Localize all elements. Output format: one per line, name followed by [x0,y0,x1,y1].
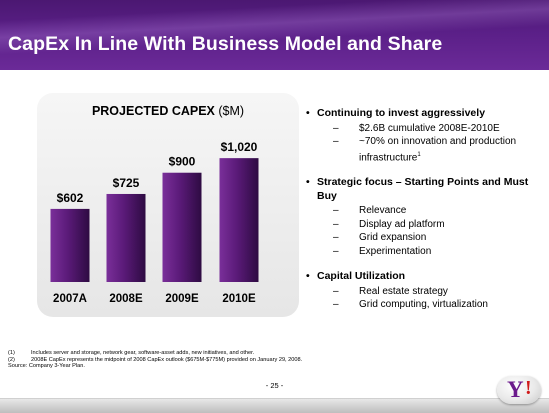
chart-title-unit: ($M) [218,104,245,118]
dash-glyph: – [333,299,339,311]
dash-glyph: – [333,218,339,230]
sub-item: – Display ad platform [317,218,542,232]
dash-glyph: – [333,205,339,217]
sub-item-text: ~70% on innovation and production infras… [359,136,517,163]
bar-value-label: $900 [169,155,196,169]
chart-title: PROJECTED CAPEX ($M) [37,104,299,118]
slide-header: CapEx In Line With Business Model and Sh… [0,0,549,70]
logo-letter: Y [507,377,524,402]
category-label: 2007A [53,293,87,305]
bar-value-label: $1,020 [221,140,258,154]
footnote-1: (1) Includes server and storage, network … [8,350,302,357]
dash-glyph: – [333,122,339,134]
bar-2008E [106,193,146,282]
category-label: 2010E [222,293,256,305]
bullet-label: Capital Utilization [317,270,406,283]
category-label: 2008E [109,293,143,305]
bullet-label: Strategic focus – Starting Points and Mu… [317,176,529,202]
sub-item-text: Display ad platform [359,218,445,230]
bullet-strategic-focus: Strategic focus – Starting Points and Mu… [306,176,542,258]
sub-item: – Grid computing, virtualization [317,298,542,312]
slide-title: CapEx In Line With Business Model and Sh… [8,33,443,55]
footnotes: (1) Includes server and storage, network … [8,350,302,370]
footnote-number: (2) [8,356,15,363]
bullet-invest: Continuing to invest aggressively – $2.6B… [306,107,542,164]
sub-item: – Real estate strategy [317,285,542,299]
footer-bar [0,398,549,413]
sub-item-text: Grid computing, virtualization [359,299,488,311]
sub-item-text: Experimentation [359,245,432,257]
source-text: Source: Company 3-Year Plan. [8,363,85,370]
sub-item: – $2.6B cumulative 2008E-2010E [317,122,542,136]
bar-2007A [50,208,90,282]
logo-exclamation: ! [525,377,532,399]
yahoo-logo: Y ! [497,376,541,404]
sub-item: – Grid expansion [317,231,542,245]
dash-glyph: – [333,232,339,244]
bar-2010E [219,158,259,282]
page-number: - 25 - [265,381,284,390]
footnote-mark: 1 [417,151,421,158]
sub-item-text: Relevance [359,205,407,217]
sub-item-text: Real estate strategy [359,285,448,297]
category-label: 2009E [165,293,199,305]
sub-item: – ~70% on innovation and production infra… [317,135,542,164]
bullet-list: Continuing to invest aggressively – $2.6B… [306,107,542,318]
dash-glyph: – [333,136,339,147]
footnote-text: Includes server and storage, network gea… [31,350,255,356]
footnote-text: 2008E CapEx represents the midpoint of 2… [31,356,303,363]
bullet-capital-utilization: Capital Utilization – Real estate strateg… [306,270,542,312]
footnote-number: (1) [8,350,15,356]
sub-item: – Experimentation [317,245,542,259]
sub-item-text: Grid expansion [359,232,427,244]
sub-item: – Relevance [317,204,542,218]
dash-glyph: – [333,285,339,297]
source-note: Source: Company 3-Year Plan. [8,363,302,370]
dash-glyph: – [333,245,339,257]
bar-value-label: $725 [113,176,140,190]
bar-value-label: $602 [57,191,84,205]
sub-item-text: $2.6B cumulative 2008E-2010E [359,122,500,134]
footnote-2: (2) 2008E CapEx represents the midpoint o… [8,357,302,364]
bullet-label: Continuing to invest aggressively [317,107,486,119]
chart-title-main: PROJECTED CAPEX [91,104,219,118]
bar-2009E [162,172,202,282]
